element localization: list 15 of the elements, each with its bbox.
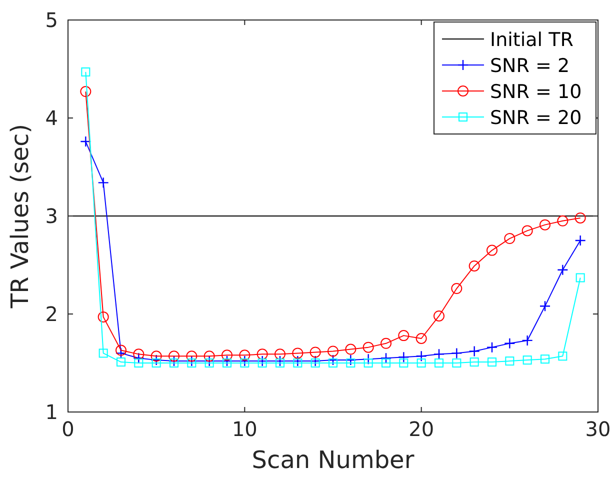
x-axis-title: Scan Number <box>252 446 414 474</box>
x-tick-label: 0 <box>62 417 74 441</box>
legend-label: SNR = 10 <box>490 81 582 103</box>
y-tick-label: 2 <box>45 302 58 326</box>
legend-label: SNR = 2 <box>490 55 570 77</box>
y-tick-label: 4 <box>45 106 58 130</box>
x-tick-label: 10 <box>232 417 258 441</box>
legend-label: SNR = 20 <box>490 107 582 129</box>
y-tick-label: 5 <box>45 8 58 32</box>
legend-label: Initial TR <box>490 29 574 51</box>
y-tick-label: 1 <box>45 400 58 424</box>
x-tick-label: 20 <box>408 417 434 441</box>
x-tick-label: 30 <box>585 417 611 441</box>
y-tick-label: 3 <box>45 204 58 228</box>
y-axis-title: TR Values (sec) <box>6 124 34 310</box>
